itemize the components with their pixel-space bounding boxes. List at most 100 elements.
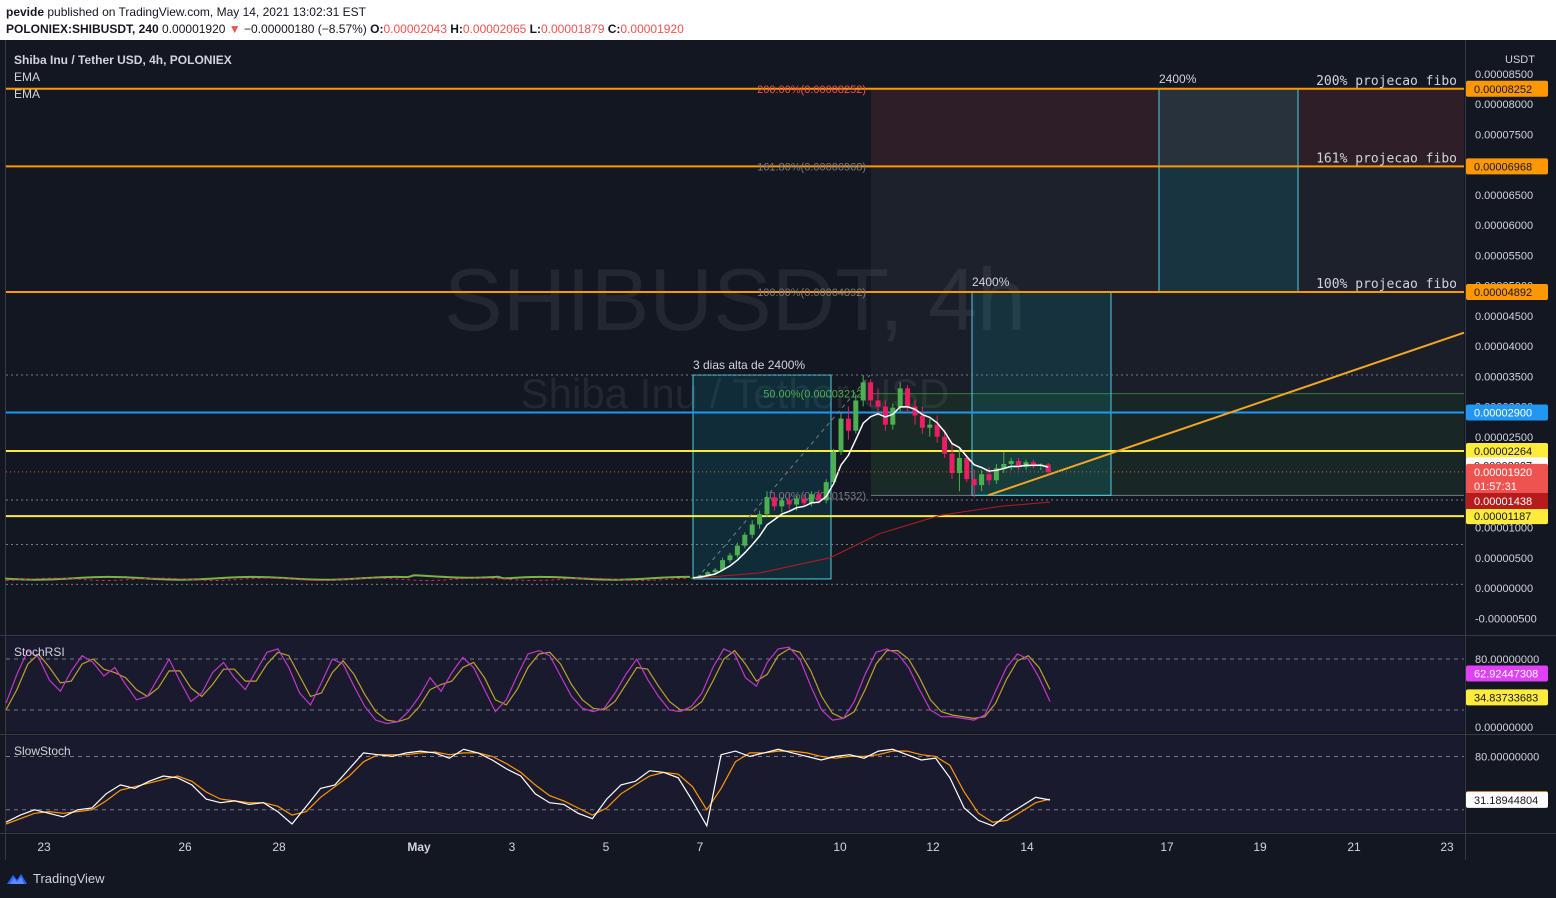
- candle-body: [979, 474, 985, 486]
- stochrsi-k-line: [5, 646, 1051, 725]
- chart-title: Shiba Inu / Tether USD, 4h, POLONIEX: [14, 53, 232, 67]
- fib-label-0: 200.00%(0.00008252): [757, 84, 866, 96]
- candle-body: [742, 534, 748, 546]
- y-tick-label: 0.00008500: [1475, 69, 1533, 81]
- candle-body: [905, 388, 911, 407]
- stochrsi-value-tag-0: 62.92447308: [1474, 669, 1538, 681]
- price-label-1: 0.00001920: [1474, 467, 1532, 479]
- x-tick-label: 23: [1440, 840, 1454, 854]
- slowstoch-value-tag-bg: [1466, 791, 1548, 808]
- candle-body: [1030, 462, 1036, 466]
- candle-body: [942, 436, 948, 454]
- x-tick-label: 21: [1347, 840, 1361, 854]
- ema-fast-line: [692, 406, 1049, 579]
- tradingview-logo[interactable]: TradingView: [6, 871, 105, 886]
- x-tick-label: May: [407, 840, 431, 854]
- indicator-label-0: EMA: [14, 70, 40, 84]
- y-tick-label: 0.00008000: [1475, 99, 1533, 111]
- y-tick-label: 0.00003500: [1475, 371, 1533, 383]
- candle-body: [1008, 460, 1014, 464]
- price-unit-label: USDT: [1505, 54, 1535, 66]
- candle-body: [971, 479, 977, 486]
- open-label: O:: [370, 22, 384, 36]
- fib-label-1: 161.80%(0.00006968): [757, 161, 866, 173]
- candle-body: [801, 498, 807, 504]
- line-price-tag-4-bg: [1466, 443, 1548, 460]
- candle-body: [838, 418, 844, 452]
- candle-body: [882, 406, 888, 425]
- candle-body: [808, 494, 814, 504]
- indicator-label-1: EMA: [14, 87, 40, 101]
- y-tick-label: -0.00000500: [1475, 613, 1537, 625]
- x-tick-label: 5: [603, 840, 610, 854]
- slowstoch-y-tick: 80.00000000: [1475, 751, 1539, 763]
- candle-body: [771, 497, 777, 507]
- stochrsi-y-tick: 0.00000000: [1475, 722, 1533, 734]
- line-price-tag-0-bg: [1466, 80, 1548, 97]
- price-label-2: 0.00001438: [1474, 496, 1532, 508]
- publisher-name[interactable]: pevide: [6, 5, 45, 19]
- candle-body: [831, 451, 837, 483]
- candle-body: [934, 424, 940, 437]
- stochrsi-value-tag-bg: [1466, 689, 1548, 706]
- countdown-label: 01:57:31: [1474, 481, 1517, 493]
- candle-body: [1016, 460, 1022, 467]
- y-tick-label: 0.00002500: [1475, 432, 1533, 444]
- candle-body: [823, 482, 829, 501]
- candle-body: [727, 555, 733, 561]
- x-tick-label: 10: [833, 840, 847, 854]
- annotation-2: 100% projecao fibo: [1316, 277, 1457, 292]
- candle-body: [816, 494, 822, 501]
- candle-body: [779, 500, 785, 507]
- candle-body: [712, 569, 718, 573]
- high-value: 0.00002065: [462, 22, 527, 36]
- slowstoch-k-line: [5, 748, 1051, 828]
- published-text: published on TradingView.com, May 14, 20…: [47, 5, 367, 19]
- candle-body: [912, 406, 918, 416]
- footer-bar: [0, 862, 1556, 898]
- candle-body: [964, 457, 970, 480]
- candle-body: [734, 545, 740, 556]
- candle-body: [949, 453, 955, 474]
- y-tick-label: 0.00001000: [1475, 523, 1533, 535]
- fib-zone-161: [871, 166, 1464, 293]
- slowstoch-value-tag-1: 31.18944804: [1474, 795, 1538, 807]
- publish-info: pevide published on TradingView.com, May…: [6, 5, 366, 19]
- line-price-tag-3-bg: [1466, 404, 1548, 421]
- stochrsi-pane: [6, 637, 1464, 732]
- candle-body: [845, 418, 851, 431]
- candle-body: [890, 407, 896, 425]
- price-label-bg: [1466, 463, 1548, 494]
- stochrsi-value-tag-1: 34.83733683: [1474, 692, 1538, 704]
- candle-body: [764, 497, 770, 515]
- x-tick-label: 14: [1020, 840, 1034, 854]
- candle-body: [720, 560, 726, 570]
- y-tick-label: 0.00004000: [1475, 341, 1533, 353]
- close-label: C:: [607, 22, 621, 36]
- candle-body: [705, 572, 711, 576]
- fib-zone-50-ext: [1111, 393, 1464, 496]
- x-tick-label: 17: [1160, 840, 1174, 854]
- line-price-tag-0: 0.00008252: [1474, 84, 1532, 96]
- stochrsi-y-tick: 80.00000000: [1475, 654, 1539, 666]
- watermark-symbol: SHIBUSDT, 4h: [444, 250, 1026, 349]
- measure-box-2: [1158, 88, 1299, 293]
- high-label: H:: [450, 22, 463, 36]
- fib-label-3: 50.00%(0.00003212): [763, 389, 866, 401]
- y-tick-label: 0.00000000: [1475, 583, 1533, 595]
- x-tick-label: 12: [926, 840, 940, 854]
- annotation-1: 161% projecao fibo: [1316, 151, 1457, 166]
- y-tick-label: 0.00007500: [1475, 129, 1533, 141]
- candle-body: [853, 400, 859, 431]
- slowstoch-pane: [6, 736, 1464, 832]
- stochrsi-d-line: [5, 648, 1051, 723]
- line-price-tag-1: 0.00006968: [1474, 161, 1532, 173]
- price-label-2-bg: [1466, 493, 1548, 510]
- y-tick-label: 0.00004500: [1475, 311, 1533, 323]
- x-tick-label: 28: [272, 840, 286, 854]
- candle-body: [897, 388, 903, 408]
- line-price-tag-5: 0.00001187: [1474, 511, 1531, 523]
- y-tick-label: 0.00000500: [1475, 553, 1533, 565]
- close-value: 0.00001920: [620, 22, 684, 36]
